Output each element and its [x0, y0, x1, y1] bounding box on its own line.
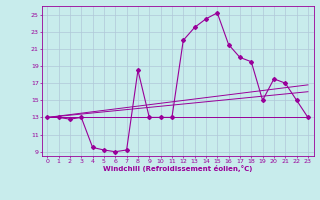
X-axis label: Windchill (Refroidissement éolien,°C): Windchill (Refroidissement éolien,°C)	[103, 165, 252, 172]
